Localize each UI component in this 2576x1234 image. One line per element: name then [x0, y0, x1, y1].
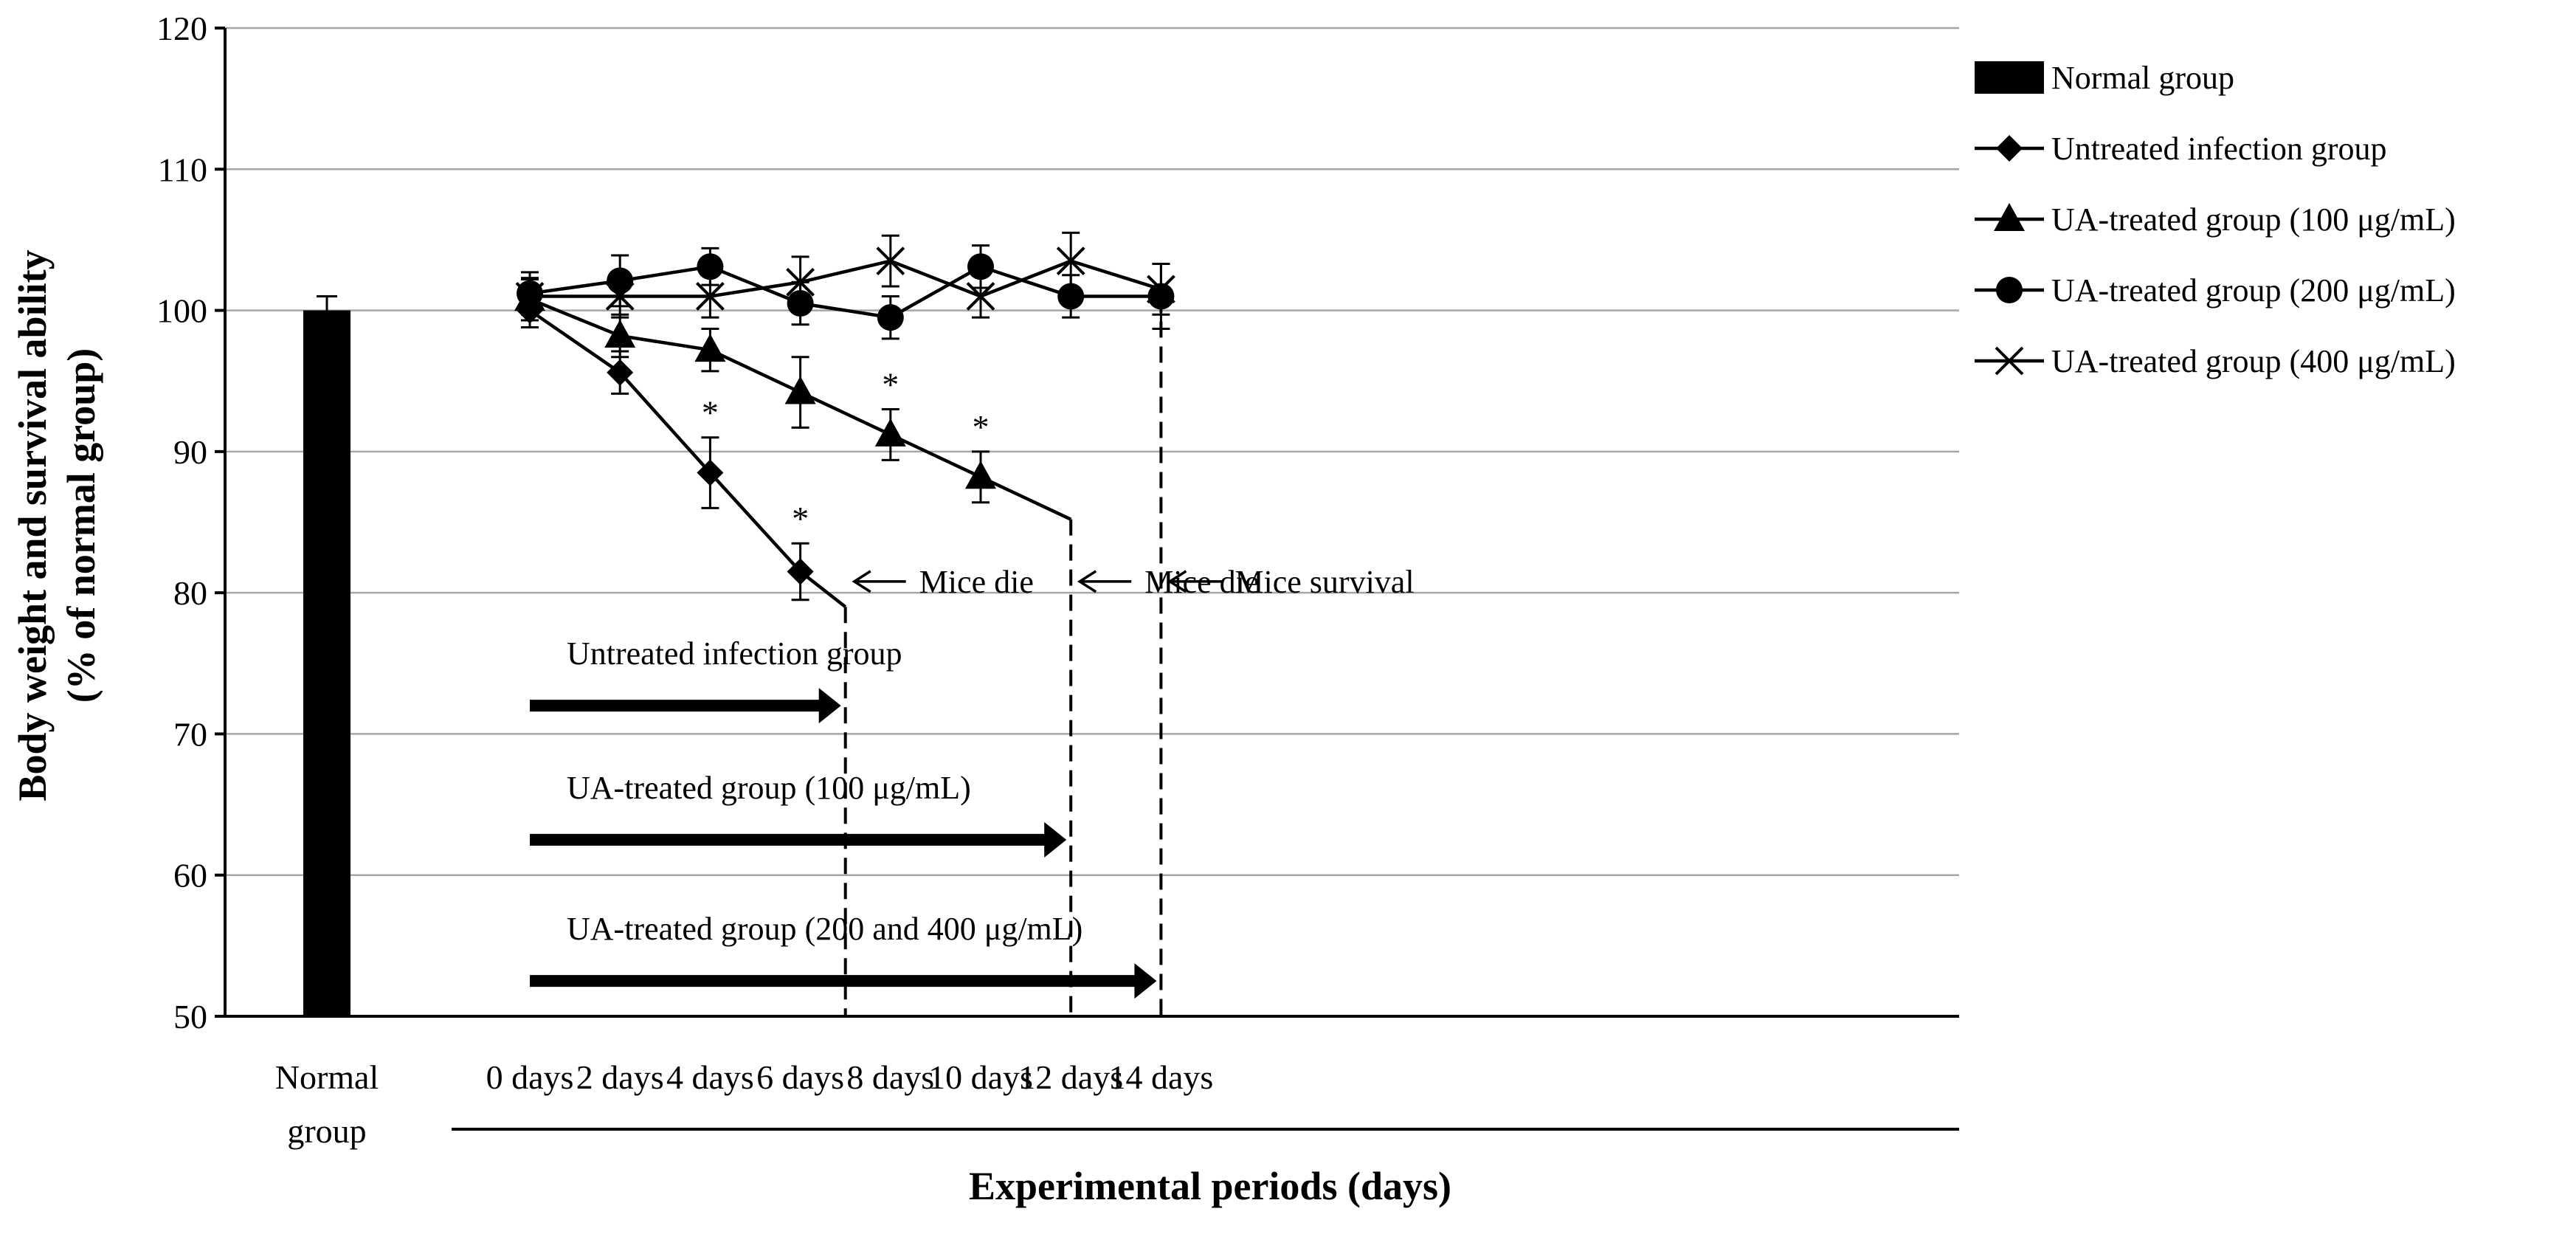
series-triangle — [514, 277, 1072, 521]
y-axis-title-line1: Body weight and survival ability — [10, 249, 55, 801]
x-marker-stroke — [876, 247, 905, 276]
y-tick-labels: 50 60 70 80 90 100 110 120 — [156, 10, 225, 1035]
normal-group-bar — [303, 310, 351, 1017]
x-marker — [515, 282, 545, 311]
legend-item: UA-treated group (400 μg/mL) — [1975, 343, 2456, 379]
x-tick-label: 0 days — [486, 1058, 574, 1096]
y-tick-label: 70 — [173, 715, 207, 753]
x-marker-stroke — [515, 282, 545, 311]
x-tick-label: 14 days — [1108, 1058, 1213, 1096]
legend-item: Untreated infection group — [1975, 131, 2387, 167]
legend-label: Normal group — [2051, 60, 2234, 96]
triangle-marker — [874, 418, 906, 447]
x-marker-stroke — [1056, 247, 1085, 276]
legend-label: Untreated infection group — [2051, 131, 2387, 167]
triangle-marker — [694, 334, 726, 362]
x-tick-label: 10 days — [928, 1058, 1033, 1096]
diamond-marker — [607, 359, 634, 386]
circle-marker — [877, 304, 904, 331]
triangle-marker — [604, 320, 636, 348]
x-tick-label-line2: group — [287, 1112, 366, 1150]
y-tick-label: 110 — [158, 151, 207, 188]
y-tick-label: 100 — [156, 292, 207, 330]
x-tick-labels: Normal group 0 days 2 days 4 days 6 days 8 day… — [275, 1058, 1214, 1150]
x-marker — [966, 282, 995, 311]
legend: Normal group Untreated infection group UA-… — [1975, 60, 2456, 379]
diamond-marker — [787, 558, 814, 585]
series-diamond — [517, 292, 847, 609]
significance-star: * — [792, 500, 809, 537]
x-marker — [1995, 346, 2024, 376]
cutoff-label: Mice die — [919, 564, 1034, 600]
axes — [224, 28, 1959, 1131]
legend-item: UA-treated group (100 μg/mL) — [1975, 201, 2456, 238]
series-x — [515, 231, 1175, 319]
x-marker-stroke — [966, 282, 995, 311]
cutoff-label-arrowhead — [852, 570, 871, 593]
x-tick-label: 6 days — [756, 1058, 844, 1096]
x-marker — [1056, 247, 1085, 276]
x-marker — [876, 247, 905, 276]
duration-arrow-head — [1044, 821, 1067, 858]
cutoff-label-arrowhead — [1167, 570, 1187, 593]
y-tick-label: 80 — [173, 574, 207, 612]
legend-item: UA-treated group (200 μg/mL) — [1975, 272, 2456, 308]
x-marker-stroke — [786, 267, 815, 297]
series-line — [529, 264, 1161, 320]
duration-arrow-label: UA-treated group (200 and 400 μg/mL) — [567, 911, 1082, 947]
legend-item: Normal group — [1975, 60, 2234, 96]
y-tick-label: 50 — [173, 998, 207, 1035]
x-marker — [695, 282, 725, 311]
normal-bar-layer — [303, 294, 351, 1017]
duration-arrows: Untreated infection group UA-treated grou… — [530, 635, 1157, 999]
duration-arrow-head — [818, 688, 841, 724]
x-marker-stroke — [695, 282, 725, 311]
cutoff-label: Mice survival — [1235, 564, 1414, 600]
triangle-marker — [965, 461, 996, 489]
legend-label: UA-treated group (400 μg/mL) — [2051, 343, 2456, 379]
x-tick-label: 4 days — [666, 1058, 754, 1096]
y-tick-label: 90 — [173, 433, 207, 471]
significance-star: * — [702, 394, 719, 432]
triangle-marker — [784, 376, 816, 404]
x-axis-title: Experimental periods (days) — [969, 1164, 1451, 1208]
triangle-marker — [1994, 203, 2025, 231]
circle-marker — [1996, 277, 2023, 303]
circle-marker — [697, 253, 724, 280]
x-marker-stroke — [1995, 346, 2024, 376]
circle-marker — [967, 253, 994, 280]
diamond-marker — [1996, 135, 2023, 162]
duration-arrow-label: UA-treated group (100 μg/mL) — [567, 770, 971, 806]
series-layer — [514, 231, 1175, 609]
y-axis-title-line2: (% of normal group) — [59, 348, 103, 703]
legend-label: UA-treated group (100 μg/mL) — [2051, 201, 2456, 238]
significance-markers: * * * * — [702, 365, 990, 537]
y-tick-label: 120 — [156, 10, 207, 47]
x-tick-label: Normal — [275, 1058, 379, 1096]
duration-arrow-label: Untreated infection group — [567, 635, 902, 672]
series-line — [530, 259, 1162, 298]
y-tick-label: 60 — [173, 857, 207, 895]
x-marker-stroke — [1146, 275, 1175, 304]
x-tick-label: 12 days — [1018, 1058, 1123, 1096]
significance-star: * — [882, 365, 899, 403]
legend-bar-swatch — [1975, 61, 2044, 94]
x-tick-label: 2 days — [576, 1058, 664, 1096]
x-marker — [786, 267, 815, 297]
diamond-marker — [697, 459, 724, 486]
x-marker-stroke — [605, 282, 635, 311]
legend-label: UA-treated group (200 μg/mL) — [2051, 272, 2456, 308]
significance-star: * — [973, 408, 990, 446]
x-marker — [1146, 275, 1175, 304]
x-marker — [605, 282, 635, 311]
cutoff-label-arrowhead — [1077, 570, 1097, 593]
x-tick-label: 8 days — [846, 1058, 934, 1096]
gridlines — [225, 27, 1959, 876]
duration-arrow-head — [1134, 963, 1157, 999]
